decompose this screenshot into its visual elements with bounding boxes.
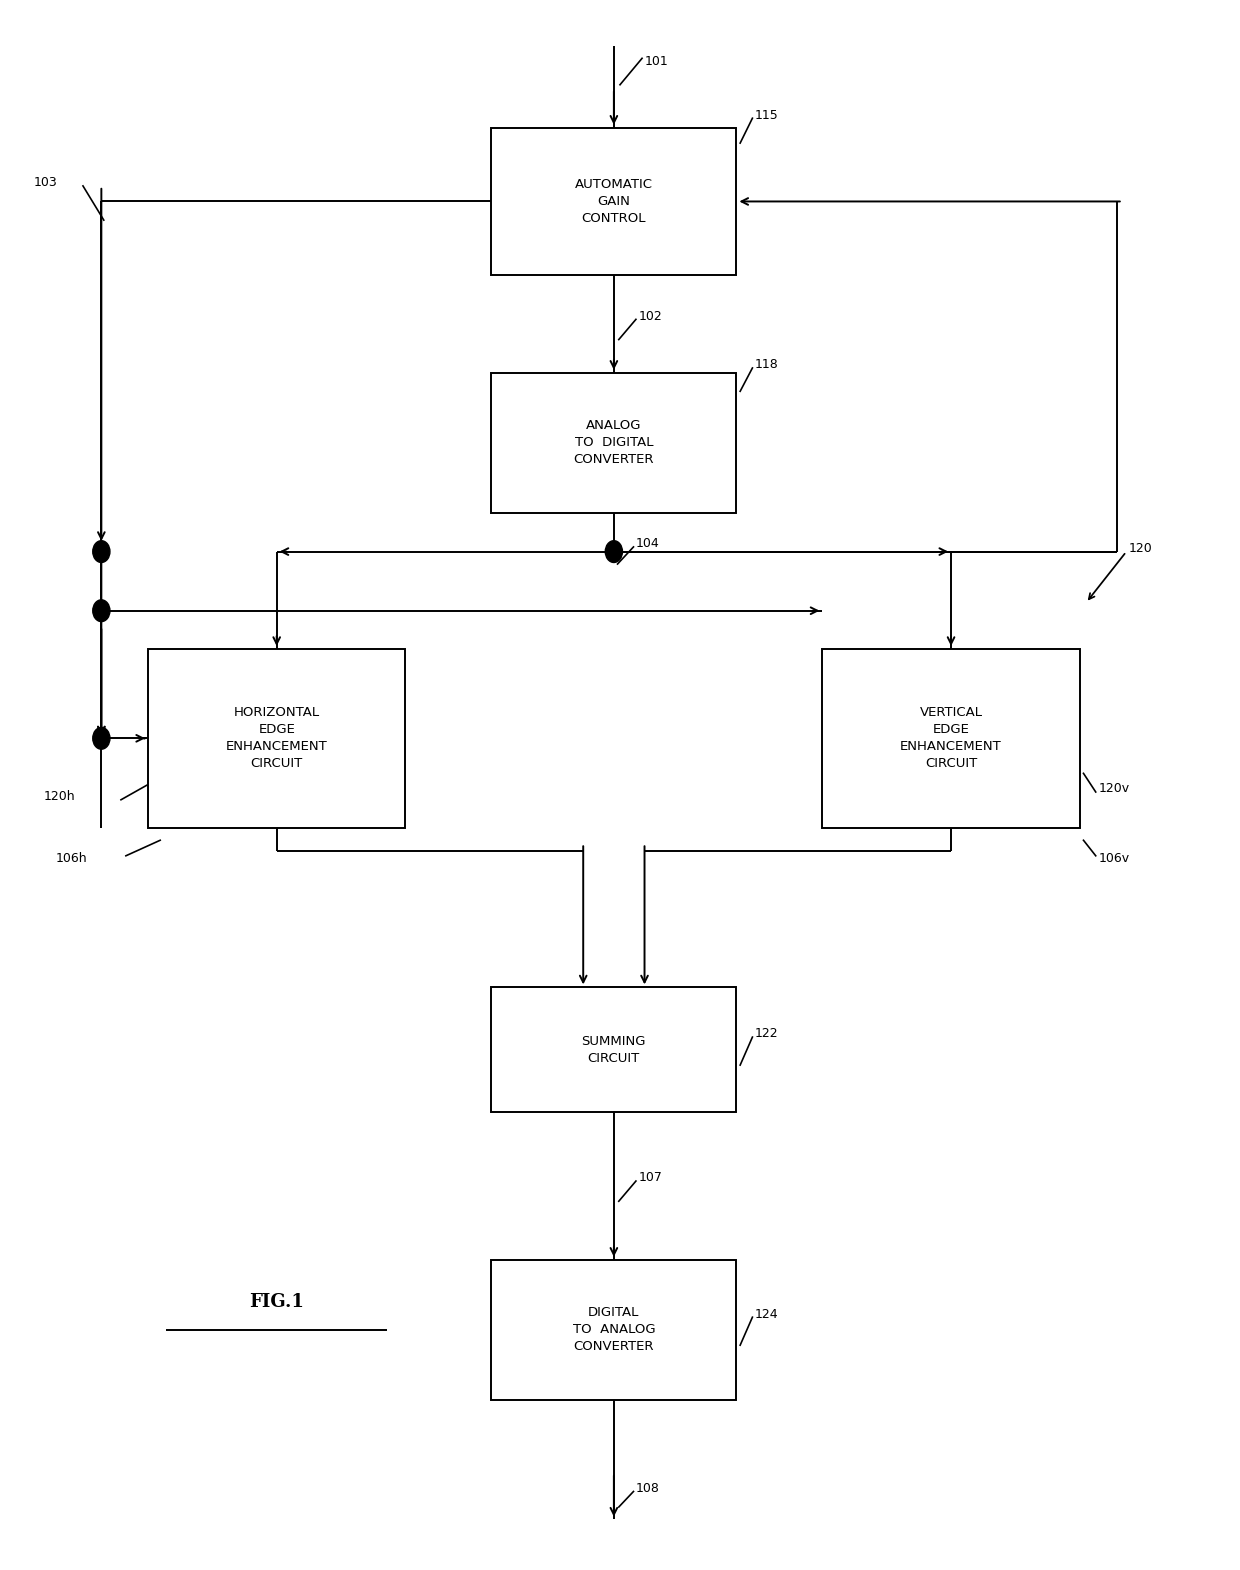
Text: FIG.1: FIG.1 bbox=[249, 1292, 304, 1311]
Bar bbox=[491, 127, 737, 275]
Text: AUTOMATIC
GAIN
CONTROL: AUTOMATIC GAIN CONTROL bbox=[575, 177, 653, 225]
Text: 107: 107 bbox=[639, 1171, 662, 1184]
Text: DIGITAL
TO  ANALOG
CONVERTER: DIGITAL TO ANALOG CONVERTER bbox=[573, 1306, 655, 1353]
Text: 103: 103 bbox=[33, 176, 58, 190]
Text: 120h: 120h bbox=[43, 790, 76, 804]
Text: 122: 122 bbox=[755, 1027, 779, 1041]
Text: 120: 120 bbox=[1128, 542, 1153, 554]
Text: 104: 104 bbox=[636, 537, 660, 551]
Bar bbox=[491, 372, 737, 513]
Text: VERTICAL
EDGE
ENHANCEMENT
CIRCUIT: VERTICAL EDGE ENHANCEMENT CIRCUIT bbox=[900, 706, 1002, 771]
Text: HORIZONTAL
EDGE
ENHANCEMENT
CIRCUIT: HORIZONTAL EDGE ENHANCEMENT CIRCUIT bbox=[226, 706, 327, 771]
Text: ANALOG
TO  DIGITAL
CONVERTER: ANALOG TO DIGITAL CONVERTER bbox=[574, 419, 655, 466]
Bar bbox=[491, 988, 737, 1112]
Text: 102: 102 bbox=[639, 309, 662, 323]
Text: 101: 101 bbox=[645, 55, 668, 68]
Text: 115: 115 bbox=[755, 108, 779, 121]
Circle shape bbox=[605, 540, 622, 562]
Text: 108: 108 bbox=[636, 1482, 660, 1495]
Text: 118: 118 bbox=[755, 358, 779, 372]
Text: 106v: 106v bbox=[1099, 853, 1130, 865]
Bar bbox=[491, 1259, 737, 1400]
Circle shape bbox=[93, 600, 110, 622]
Text: 120v: 120v bbox=[1099, 782, 1130, 796]
Bar bbox=[822, 648, 1080, 827]
Text: 124: 124 bbox=[755, 1308, 779, 1320]
Text: SUMMING
CIRCUIT: SUMMING CIRCUIT bbox=[582, 1035, 646, 1064]
Circle shape bbox=[93, 540, 110, 562]
Bar bbox=[148, 648, 405, 827]
Text: 106h: 106h bbox=[56, 853, 88, 865]
Circle shape bbox=[93, 727, 110, 749]
